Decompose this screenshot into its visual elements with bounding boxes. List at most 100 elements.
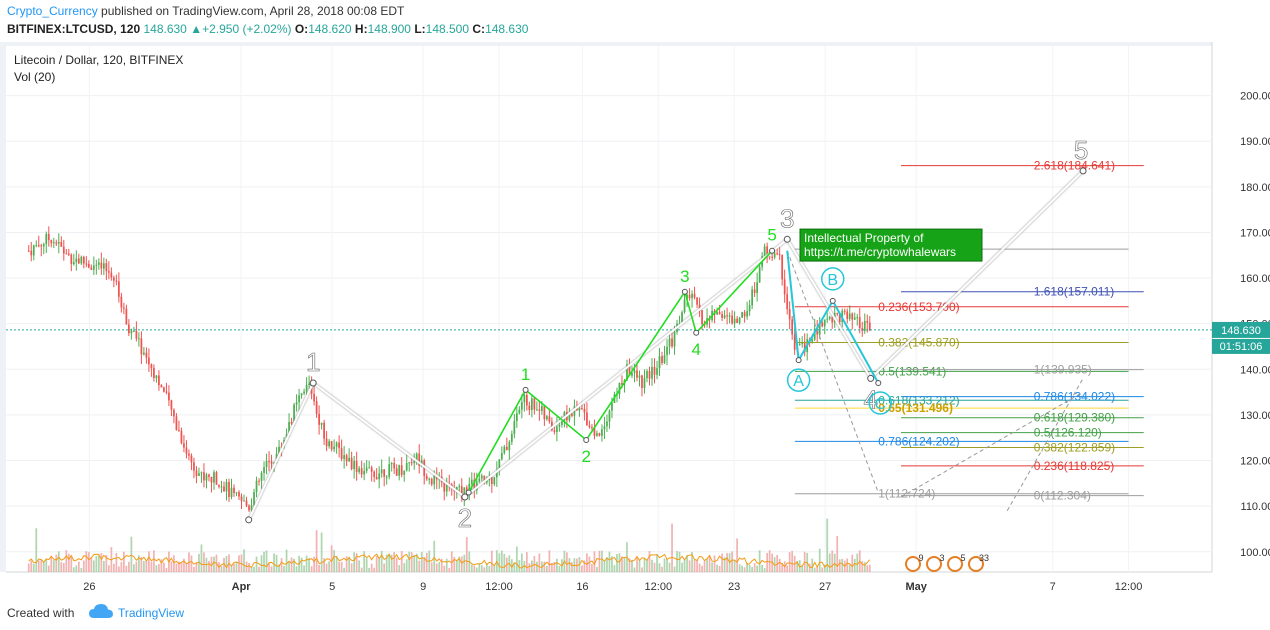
- volume-bar: [233, 563, 235, 572]
- volume-bar: [596, 566, 598, 572]
- candle-body: [558, 424, 561, 427]
- wave-point: [461, 493, 469, 501]
- candle-body: [543, 406, 546, 420]
- candle-body: [398, 465, 401, 476]
- volume-bar: [848, 564, 851, 572]
- volume-bar: [122, 551, 125, 572]
- candle-body: [425, 476, 428, 480]
- volume-bar: [258, 566, 260, 572]
- candle-body: [140, 338, 143, 355]
- volume-bar: [746, 562, 748, 572]
- volume-bar: [425, 552, 428, 572]
- candle-body: [731, 315, 733, 324]
- volume-bar: [208, 561, 210, 572]
- x-tick-label: 23: [728, 581, 740, 593]
- candle-body: [546, 416, 548, 420]
- candle-body: [603, 426, 606, 430]
- volume-bar: [756, 565, 759, 572]
- volume-bar: [105, 555, 108, 572]
- volume-bar: [520, 553, 523, 572]
- candle-body: [178, 430, 180, 432]
- wave-point: [522, 386, 529, 393]
- candle-body: [373, 471, 376, 478]
- volume-bar: [723, 557, 726, 572]
- candle-body: [621, 382, 623, 385]
- volume-bar: [77, 561, 80, 572]
- volume-bar: [200, 544, 203, 572]
- candle-body: [588, 425, 591, 428]
- annotation-box: [799, 228, 983, 262]
- y-tick-label: 100.000: [1240, 547, 1270, 559]
- candle-body: [430, 478, 433, 485]
- wave-point: [681, 288, 688, 295]
- close-value: 148.630: [485, 22, 529, 36]
- volume-bar: [546, 565, 548, 572]
- time-axis-background: [0, 572, 1212, 598]
- volume-bar: [330, 545, 333, 572]
- volume-bar: [490, 550, 493, 572]
- candle-body: [195, 470, 198, 476]
- candle-body: [586, 412, 588, 426]
- volume-bar: [661, 566, 663, 572]
- candle-body: [556, 426, 558, 432]
- candle-body: [811, 339, 814, 342]
- tradingview-cloud-icon[interactable]: [88, 602, 114, 622]
- volume-bar: [463, 554, 466, 572]
- volume-bar: [741, 565, 743, 572]
- chart-area[interactable]: 100.000110.000120.000130.000140.000150.0…: [0, 42, 1270, 598]
- candle-body: [540, 406, 543, 411]
- candle-body: [741, 312, 743, 318]
- volume-bar: [102, 560, 105, 572]
- wave-label-abc: B: [827, 272, 838, 289]
- volume-bar: [828, 553, 831, 572]
- volume-bar: [553, 561, 556, 572]
- volume-bar: [95, 555, 98, 572]
- volume-bar: [503, 553, 506, 572]
- event-badge-icon: [947, 556, 963, 572]
- volume-bar: [313, 556, 315, 572]
- candle-body: [568, 413, 571, 421]
- volume-bar: [465, 537, 468, 572]
- volume-bar: [375, 555, 378, 572]
- volume-bar: [676, 551, 678, 572]
- candle-body: [355, 460, 358, 472]
- price-chart[interactable]: 100.000110.000120.000130.000140.000150.0…: [0, 42, 1270, 598]
- candle-body: [828, 317, 831, 319]
- volume-bar: [370, 563, 373, 572]
- volume-bar: [445, 558, 448, 572]
- candle-body: [505, 446, 508, 451]
- candle-body: [223, 486, 225, 492]
- candle-body: [643, 378, 646, 388]
- candle-body: [55, 242, 58, 244]
- candle-body: [673, 332, 676, 347]
- fib-extension-label: 0.786(134.022): [1034, 390, 1115, 404]
- volume-bar: [846, 558, 849, 572]
- volume-bar: [430, 562, 433, 572]
- candle-body: [631, 372, 633, 376]
- candle-body: [718, 312, 721, 315]
- candle-body: [320, 422, 323, 425]
- wave-label-white: 1: [306, 347, 320, 377]
- author-link[interactable]: Crypto_Currency: [7, 4, 98, 18]
- volume-bar: [210, 556, 213, 572]
- candle-body: [478, 478, 481, 482]
- candle-body: [493, 477, 496, 485]
- volume-bar: [768, 550, 771, 572]
- candle-body: [400, 465, 403, 475]
- volume-bar: [380, 550, 383, 572]
- volume-bar: [55, 554, 58, 572]
- tradingview-brand-link[interactable]: TradingView: [118, 606, 185, 620]
- candle-body: [138, 338, 140, 340]
- candle-body: [646, 371, 648, 379]
- volume-bar: [861, 561, 864, 572]
- candle-body: [656, 368, 658, 375]
- candle-body: [363, 470, 366, 475]
- volume-bar: [393, 551, 396, 572]
- candle-body: [295, 402, 298, 405]
- candle-body: [693, 293, 696, 298]
- wave-label-abc: A: [793, 373, 804, 390]
- candle-body: [561, 421, 563, 425]
- corrective-wave-abc: [786, 250, 880, 384]
- fib-extension-label: 0.618(129.380): [1034, 411, 1115, 425]
- volume-bar: [631, 559, 633, 572]
